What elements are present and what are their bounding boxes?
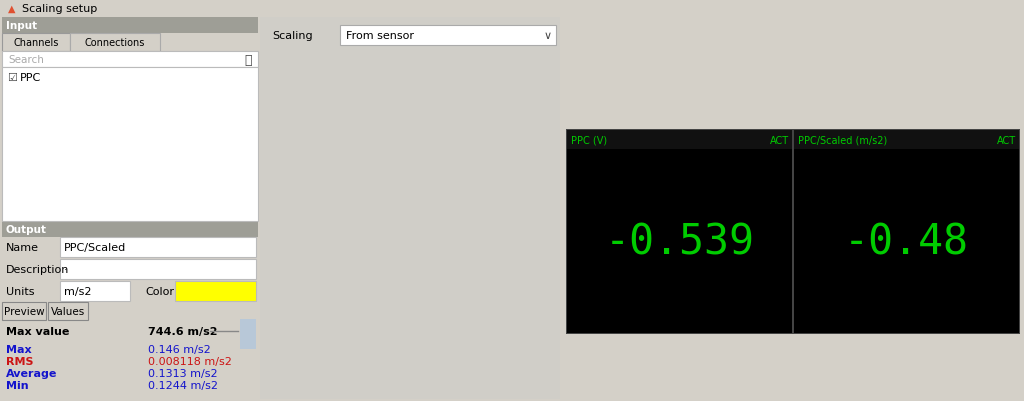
Text: 0.008118 m/s2: 0.008118 m/s2 (148, 356, 231, 366)
Bar (60, 281, 130, 301)
Bar (794, 131, 1019, 333)
Text: Scaling setup: Scaling setup (22, 4, 97, 14)
Text: m/s2: m/s2 (63, 286, 91, 296)
Text: RMS: RMS (6, 356, 34, 366)
Bar (794, 131, 1019, 150)
Text: Channels: Channels (13, 38, 58, 48)
Text: -0.48: -0.48 (844, 221, 969, 263)
Text: PPC/Scaled (m/s2): PPC/Scaled (m/s2) (798, 136, 887, 146)
Bar (2, 18, 258, 34)
Bar (240, 319, 256, 349)
Text: ⌕: ⌕ (245, 53, 252, 66)
Bar (566, 130, 1020, 334)
Text: Description: Description (6, 264, 70, 274)
Bar (2, 68, 258, 221)
Bar (48, 302, 88, 320)
Text: PPC: PPC (20, 73, 41, 83)
Text: 0.1313 m/s2: 0.1313 m/s2 (148, 368, 218, 378)
Text: Min: Min (6, 380, 29, 390)
Bar (567, 131, 792, 333)
Text: PPC (V): PPC (V) (571, 136, 607, 146)
Text: Color: Color (145, 286, 174, 296)
Bar (340, 26, 556, 46)
Text: Max value: Max value (6, 326, 70, 336)
Text: From sensor: From sensor (346, 31, 414, 41)
Bar (2, 18, 258, 399)
Bar (2, 34, 70, 52)
Text: Input: Input (6, 21, 37, 31)
Text: ACT: ACT (997, 136, 1016, 146)
Text: -0.539: -0.539 (604, 221, 755, 263)
Text: 744.6 m/s2: 744.6 m/s2 (148, 326, 217, 336)
Bar (2, 221, 258, 237)
Bar (175, 281, 256, 301)
Text: Units: Units (6, 286, 35, 296)
Bar (2, 52, 258, 68)
Text: Values: Values (51, 306, 85, 316)
Text: PPC/Scaled: PPC/Scaled (63, 242, 126, 252)
Bar (2, 302, 46, 320)
Text: Search: Search (8, 55, 44, 65)
Text: Output: Output (6, 225, 47, 235)
Text: Preview: Preview (4, 306, 44, 316)
Text: ∨: ∨ (544, 31, 552, 41)
Text: 0.1244 m/s2: 0.1244 m/s2 (148, 380, 218, 390)
Text: Average: Average (6, 368, 57, 378)
Text: ▲: ▲ (8, 4, 15, 14)
Text: ☑: ☑ (7, 73, 17, 83)
Text: ACT: ACT (770, 136, 790, 146)
Bar (0, 0, 1024, 18)
Bar (70, 34, 160, 52)
Text: Connections: Connections (85, 38, 145, 48)
Bar (260, 18, 560, 399)
Bar (60, 237, 256, 257)
Text: Max: Max (6, 344, 32, 354)
Text: Scaling: Scaling (272, 31, 312, 41)
Bar (567, 131, 792, 150)
Text: Name: Name (6, 242, 39, 252)
Text: 0.146 m/s2: 0.146 m/s2 (148, 344, 211, 354)
Text: ·: · (63, 264, 68, 274)
Bar (60, 259, 256, 279)
